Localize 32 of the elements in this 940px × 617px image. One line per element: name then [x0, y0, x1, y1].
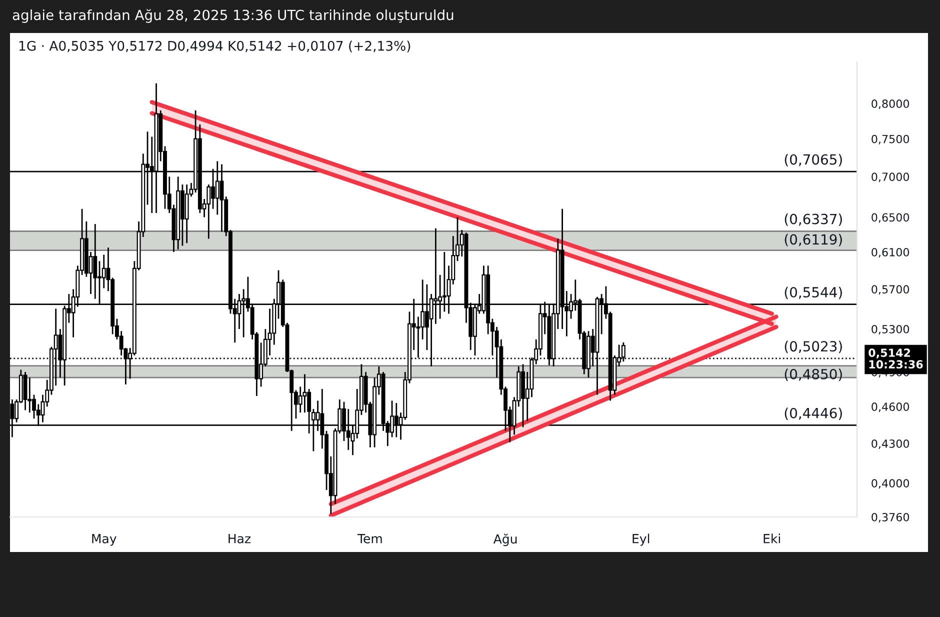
x-tick-label: Ağu: [493, 534, 517, 546]
y-tick-label: 0,5700: [872, 285, 910, 295]
y-tick-label: 0,6100: [872, 248, 910, 258]
y-tick-label: 0,7500: [872, 134, 910, 144]
chart-title: 1G · A0,5035 Y0,5172 D0,4994 K0,5142 +0,0107 (+2,13%): [19, 40, 410, 52]
x-tick-label: Tem: [357, 534, 382, 544]
text: 0,5142: [868, 348, 910, 358]
band-label: (0,6119): [784, 234, 842, 246]
text: 10:23:36: [869, 360, 923, 369]
text: aglaie tarafından Ağu 28, 2025 13:36 UTC tarihinde oluşturuldu: [12, 9, 454, 23]
ref-line-label: (0,5023): [784, 340, 842, 354]
ref-line-label: (0,4446): [784, 408, 842, 420]
candlestick: [206, 184, 211, 240]
y-tick-label: 0,7000: [872, 172, 910, 182]
y-tick-label: 0,8000: [872, 99, 910, 110]
y-tick-label: 0,4300: [872, 439, 910, 450]
ref-line-label: (0,7065): [784, 154, 842, 166]
y-tick-label: 0,6500: [872, 213, 910, 223]
ref-line-label: (0,5544): [784, 286, 842, 300]
ref-line-label: (0,6337): [784, 214, 842, 226]
y-tick-label: 0,5300: [872, 324, 910, 335]
candlestick: [302, 374, 307, 414]
x-tick-label: Haz: [228, 534, 250, 544]
y-tick-label: 0,4600: [872, 402, 910, 412]
band-label: (0,4850): [784, 368, 842, 382]
candlestick: [93, 223, 98, 300]
x-tick-label: May: [92, 534, 116, 546]
y-tick-label: 0,4000: [872, 479, 910, 489]
x-tick-label: Eyl: [632, 534, 650, 546]
x-tick-label: Eki: [764, 534, 780, 544]
y-tick-label: 0,3760: [872, 512, 910, 523]
candlestick: [102, 254, 106, 289]
